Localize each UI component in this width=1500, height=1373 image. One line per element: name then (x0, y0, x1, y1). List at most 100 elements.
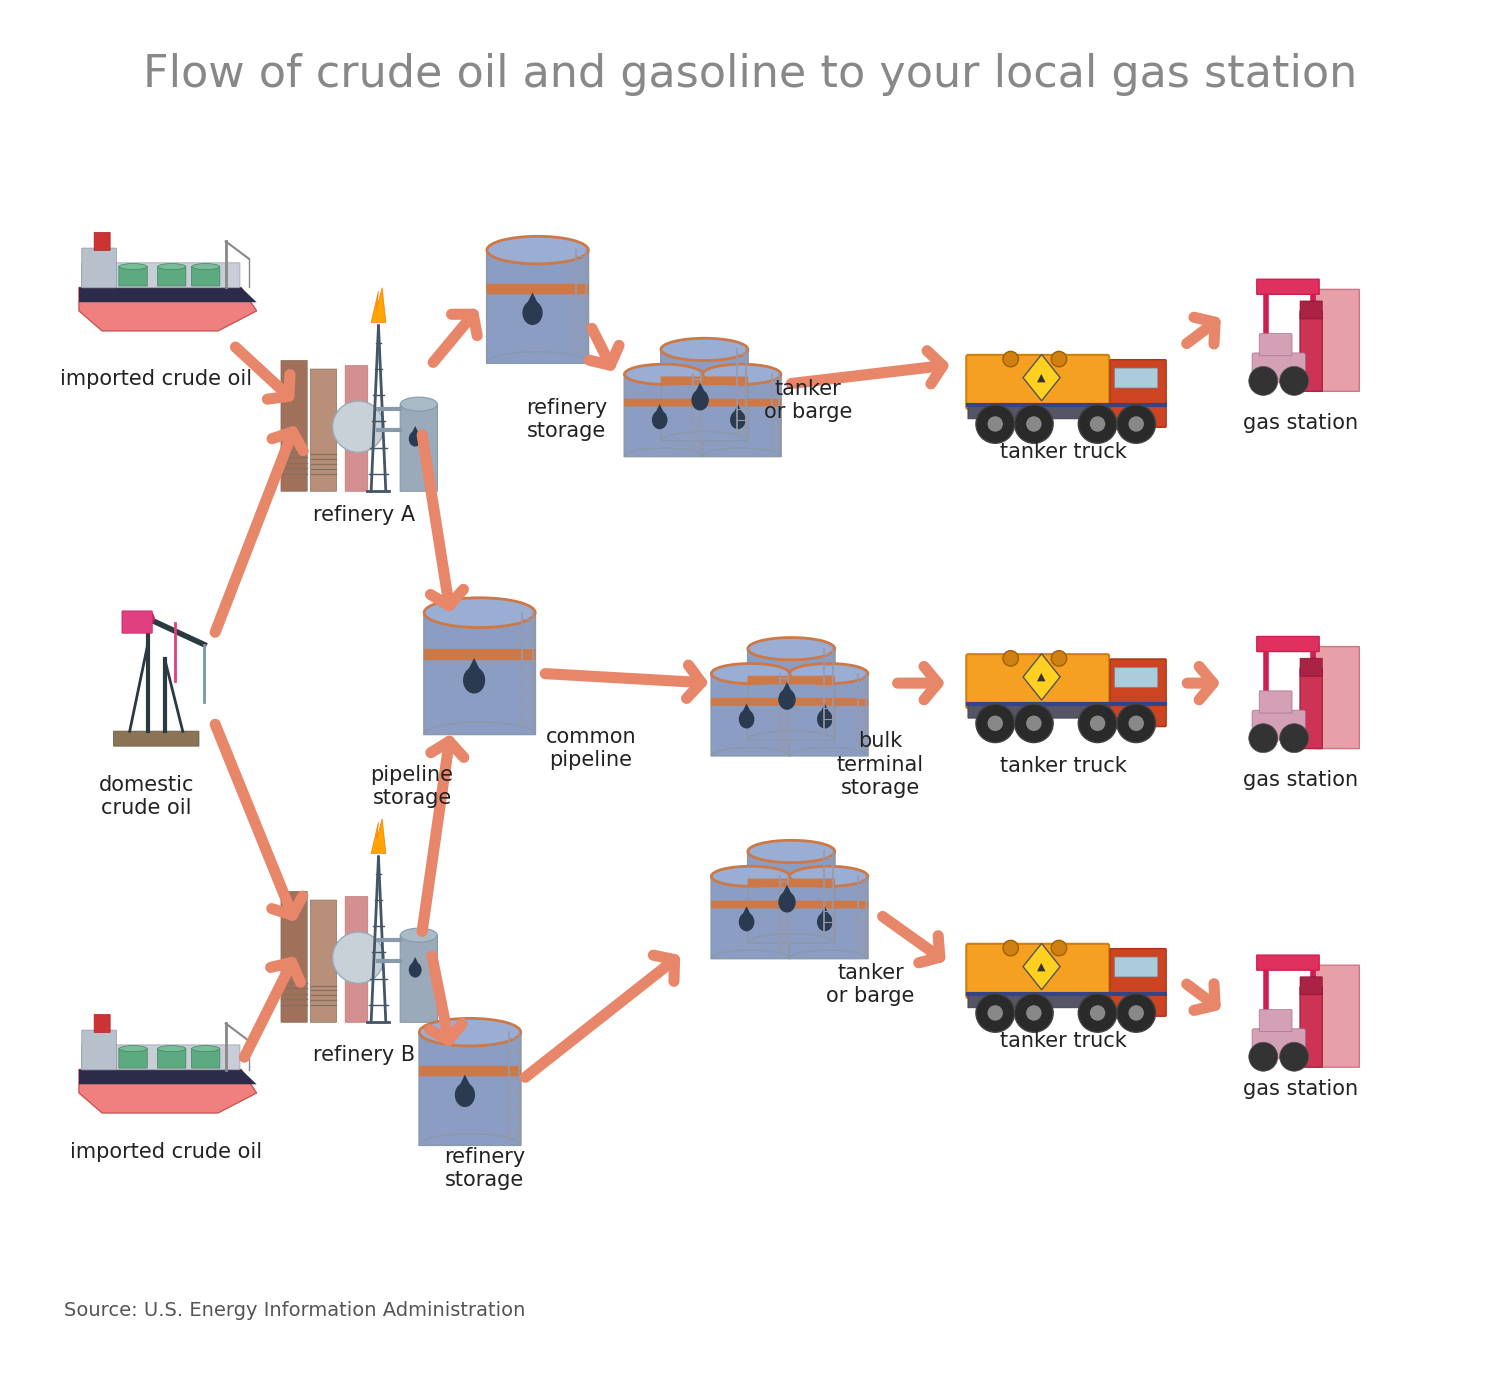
Polygon shape (80, 1070, 256, 1085)
FancyBboxPatch shape (1258, 334, 1292, 356)
Circle shape (1014, 405, 1053, 443)
Circle shape (1004, 941, 1019, 956)
Polygon shape (732, 404, 744, 417)
Circle shape (1128, 416, 1144, 431)
Text: ▲: ▲ (1038, 961, 1046, 972)
FancyBboxPatch shape (486, 284, 588, 294)
FancyBboxPatch shape (711, 901, 791, 909)
FancyBboxPatch shape (966, 354, 1108, 409)
Ellipse shape (818, 710, 833, 729)
FancyBboxPatch shape (624, 398, 704, 406)
Circle shape (987, 715, 1004, 730)
Ellipse shape (711, 663, 789, 684)
FancyBboxPatch shape (968, 993, 1124, 1008)
Polygon shape (80, 1070, 256, 1114)
Ellipse shape (789, 663, 868, 684)
FancyBboxPatch shape (345, 897, 368, 1023)
Circle shape (1128, 715, 1144, 730)
Ellipse shape (778, 891, 795, 913)
FancyBboxPatch shape (1316, 290, 1359, 391)
FancyBboxPatch shape (1300, 669, 1323, 748)
Ellipse shape (748, 637, 836, 660)
Circle shape (1004, 651, 1019, 666)
FancyBboxPatch shape (747, 879, 836, 887)
Text: tanker truck: tanker truck (1000, 1031, 1126, 1050)
Polygon shape (780, 682, 794, 696)
Polygon shape (410, 426, 420, 437)
FancyBboxPatch shape (624, 373, 704, 457)
Circle shape (1014, 994, 1053, 1032)
Text: ▲: ▲ (1038, 372, 1046, 383)
Text: tanker truck: tanker truck (1000, 755, 1126, 776)
Polygon shape (819, 703, 831, 717)
Text: refinery A: refinery A (312, 504, 416, 524)
Circle shape (1052, 651, 1066, 666)
Ellipse shape (740, 710, 754, 729)
Ellipse shape (464, 667, 484, 693)
Circle shape (1078, 994, 1118, 1032)
Ellipse shape (158, 1046, 186, 1052)
Polygon shape (654, 404, 666, 417)
FancyBboxPatch shape (1252, 710, 1305, 740)
FancyBboxPatch shape (1257, 279, 1318, 294)
Ellipse shape (420, 1019, 520, 1046)
FancyBboxPatch shape (424, 649, 536, 660)
Ellipse shape (778, 689, 795, 710)
Circle shape (1090, 416, 1106, 431)
FancyBboxPatch shape (1300, 658, 1323, 676)
Ellipse shape (192, 1046, 219, 1052)
Circle shape (1250, 367, 1278, 395)
Polygon shape (370, 288, 386, 323)
FancyBboxPatch shape (486, 250, 588, 364)
Polygon shape (458, 1075, 472, 1092)
FancyBboxPatch shape (660, 376, 748, 386)
Ellipse shape (400, 928, 436, 942)
FancyBboxPatch shape (1252, 353, 1305, 383)
Ellipse shape (454, 1083, 476, 1107)
Ellipse shape (692, 390, 709, 411)
FancyBboxPatch shape (280, 891, 308, 1023)
Circle shape (1280, 367, 1308, 395)
Circle shape (1090, 715, 1106, 730)
Ellipse shape (118, 264, 147, 269)
Circle shape (1026, 1005, 1041, 1020)
Circle shape (976, 704, 1014, 743)
Circle shape (1250, 1042, 1278, 1071)
Circle shape (1118, 704, 1155, 743)
FancyBboxPatch shape (789, 673, 868, 757)
Circle shape (1026, 715, 1041, 730)
FancyBboxPatch shape (747, 648, 836, 740)
Circle shape (1128, 1005, 1144, 1020)
FancyBboxPatch shape (747, 851, 836, 943)
FancyBboxPatch shape (1110, 659, 1166, 726)
Circle shape (1052, 941, 1066, 956)
FancyBboxPatch shape (419, 1065, 520, 1076)
Circle shape (1118, 994, 1155, 1032)
FancyBboxPatch shape (1110, 360, 1166, 427)
FancyBboxPatch shape (1110, 949, 1166, 1016)
Ellipse shape (488, 236, 588, 264)
Text: tanker truck: tanker truck (1000, 442, 1126, 461)
Ellipse shape (408, 431, 422, 446)
Circle shape (1250, 724, 1278, 752)
FancyBboxPatch shape (1316, 965, 1359, 1067)
Text: gas station: gas station (1244, 1079, 1358, 1098)
Text: imported crude oil: imported crude oil (60, 369, 252, 390)
Ellipse shape (408, 962, 422, 978)
Ellipse shape (522, 301, 543, 325)
FancyBboxPatch shape (966, 654, 1108, 708)
Circle shape (333, 401, 384, 452)
FancyBboxPatch shape (1300, 301, 1323, 319)
FancyBboxPatch shape (400, 935, 438, 1023)
FancyBboxPatch shape (82, 249, 117, 288)
Ellipse shape (702, 364, 782, 384)
FancyBboxPatch shape (711, 876, 791, 958)
Text: imported crude oil: imported crude oil (70, 1142, 262, 1162)
FancyBboxPatch shape (82, 262, 240, 288)
FancyBboxPatch shape (1252, 1028, 1305, 1059)
FancyBboxPatch shape (192, 1049, 220, 1068)
Polygon shape (1023, 943, 1060, 990)
Circle shape (333, 932, 384, 983)
Ellipse shape (624, 364, 702, 384)
FancyBboxPatch shape (122, 611, 153, 633)
